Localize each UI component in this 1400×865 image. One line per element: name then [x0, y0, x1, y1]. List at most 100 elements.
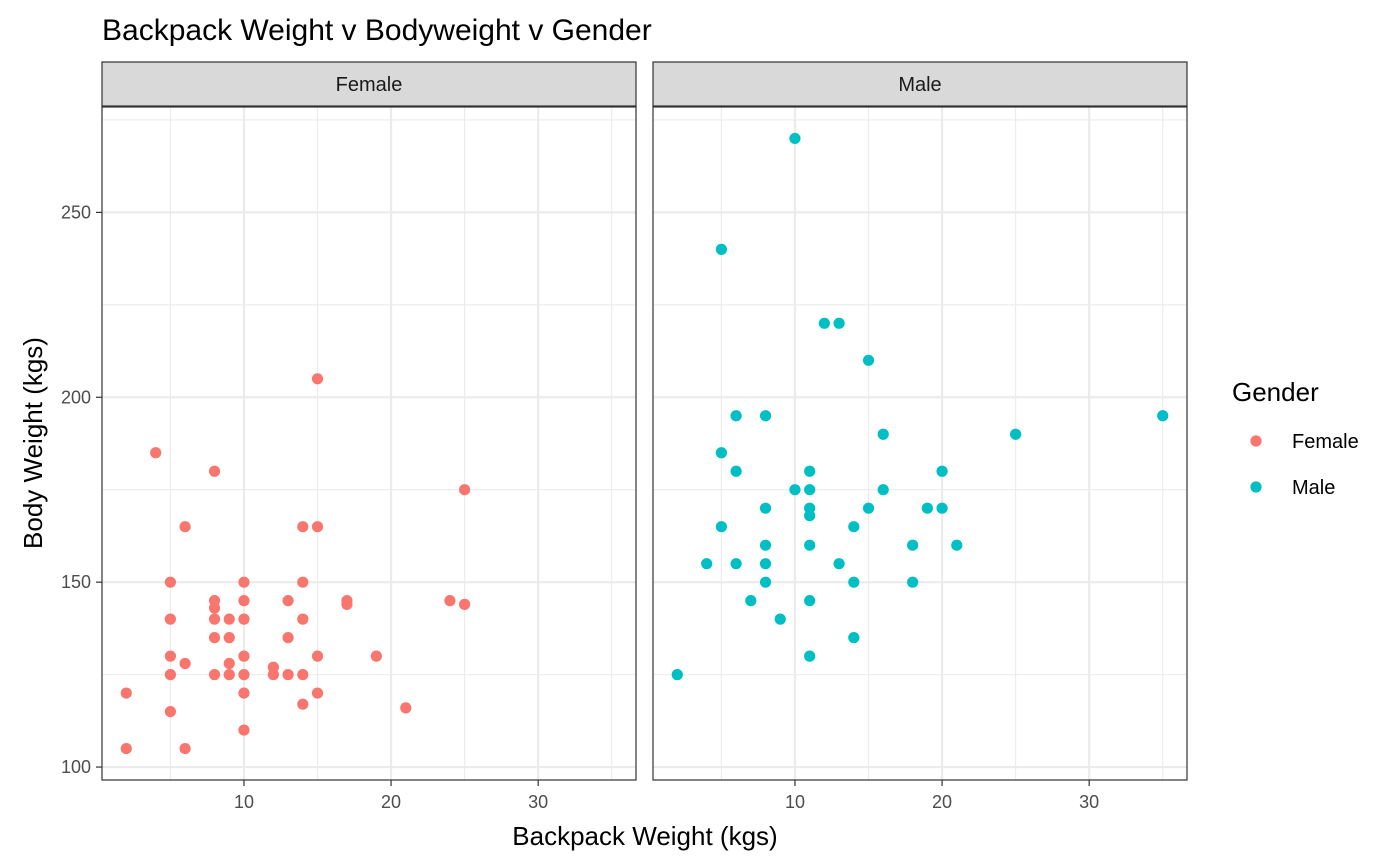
data-point-female [179, 521, 191, 533]
data-point-male [715, 521, 728, 533]
y-tick-label: 250 [61, 202, 91, 222]
data-point-female [311, 650, 324, 662]
x-tick-label: 20 [381, 792, 401, 812]
data-point-female [164, 576, 177, 588]
data-point-male [804, 595, 816, 607]
data-point-male [759, 576, 772, 588]
data-point-male [759, 558, 772, 570]
data-point-male [671, 669, 683, 681]
data-point-male [848, 576, 860, 588]
data-point-female [164, 669, 177, 681]
data-point-male [730, 410, 742, 422]
data-point-male [907, 539, 919, 551]
data-point-female [238, 687, 250, 699]
data-point-female [297, 521, 309, 533]
data-point-female [150, 447, 162, 459]
data-point-female [267, 669, 279, 681]
data-point-female [208, 613, 221, 625]
x-tick-label: 30 [1079, 792, 1099, 812]
data-point-female [238, 669, 250, 681]
data-point-male [759, 539, 772, 551]
data-point-female [179, 657, 191, 670]
data-point-female [208, 632, 221, 644]
data-point-female [311, 373, 324, 385]
data-point-female [238, 650, 250, 662]
facet-strip-label: Male [898, 74, 941, 96]
data-point-male [730, 465, 742, 477]
facet-strip [101, 61, 637, 107]
data-point-male [804, 465, 816, 477]
data-point-female [311, 687, 324, 699]
data-point-male [804, 484, 816, 496]
data-point-male [921, 502, 933, 514]
data-point-male [833, 317, 845, 329]
data-point-female [297, 669, 309, 681]
legend-label-female: Female [1292, 431, 1359, 453]
data-point-female [238, 613, 250, 625]
x-axis-title: Backpack Weight (kgs) [512, 821, 777, 851]
data-point-male [774, 613, 786, 625]
data-point-female [238, 724, 250, 736]
data-point-female [297, 613, 309, 625]
data-point-male [789, 484, 801, 496]
data-point-female [208, 669, 221, 681]
data-point-female [164, 613, 177, 625]
data-point-female [282, 632, 294, 644]
data-point-male [907, 576, 919, 588]
legend-title: Gender [1232, 377, 1319, 407]
data-point-female [297, 576, 309, 588]
data-point-male [848, 521, 860, 533]
legend: Gender Female Male [1232, 377, 1359, 499]
y-tick-label: 200 [61, 387, 91, 407]
data-point-male [701, 558, 713, 570]
data-point-male [818, 317, 830, 329]
legend-label-male: Male [1292, 477, 1335, 499]
data-point-female [444, 595, 456, 607]
data-point-male [1157, 410, 1169, 422]
data-point-female [223, 669, 235, 681]
panel-border [101, 106, 637, 781]
legend-key-male [1250, 481, 1262, 493]
x-tick-label: 10 [234, 792, 254, 812]
data-point-male [715, 447, 728, 459]
x-tick-label: 20 [932, 792, 952, 812]
data-point-female [223, 657, 235, 670]
facet-strip-label: Female [336, 74, 403, 96]
facet-strip [652, 61, 1188, 107]
data-point-female [208, 602, 221, 614]
data-point-male [877, 484, 889, 496]
data-point-female [370, 650, 382, 662]
data-point-female [179, 742, 191, 755]
data-point-male [759, 502, 772, 514]
data-point-female [120, 742, 132, 755]
data-point-female [459, 484, 471, 496]
data-point-male [936, 502, 948, 514]
data-point-male [862, 502, 875, 514]
panel-female: Female 10 20 30 100 150 200 250 [61, 61, 637, 812]
data-point-female [164, 705, 177, 718]
data-point-female [120, 687, 132, 699]
data-point-male [877, 428, 889, 440]
data-point-male [715, 243, 728, 255]
y-tick-label: 100 [61, 757, 91, 777]
data-point-female [341, 598, 353, 610]
chart-title: Backpack Weight v Bodyweight v Gender [102, 14, 652, 47]
legend-key-female [1250, 435, 1262, 447]
data-point-female [282, 595, 294, 607]
data-point-male [730, 558, 742, 570]
data-point-male [833, 558, 845, 570]
panel-male: Male 10 20 30 [652, 61, 1188, 812]
data-point-male [804, 650, 816, 662]
data-point-female [223, 613, 235, 625]
data-point-female [208, 465, 221, 477]
data-point-female [282, 669, 294, 681]
data-point-male [745, 595, 757, 607]
data-point-male [759, 410, 772, 422]
data-point-male [1010, 428, 1022, 440]
panels: Female 10 20 30 100 150 200 250 Male 10 20 30 [61, 61, 1188, 812]
data-point-male [936, 465, 948, 477]
x-tick-label: 30 [528, 792, 548, 812]
data-point-male [789, 132, 801, 145]
data-point-female [297, 698, 309, 710]
